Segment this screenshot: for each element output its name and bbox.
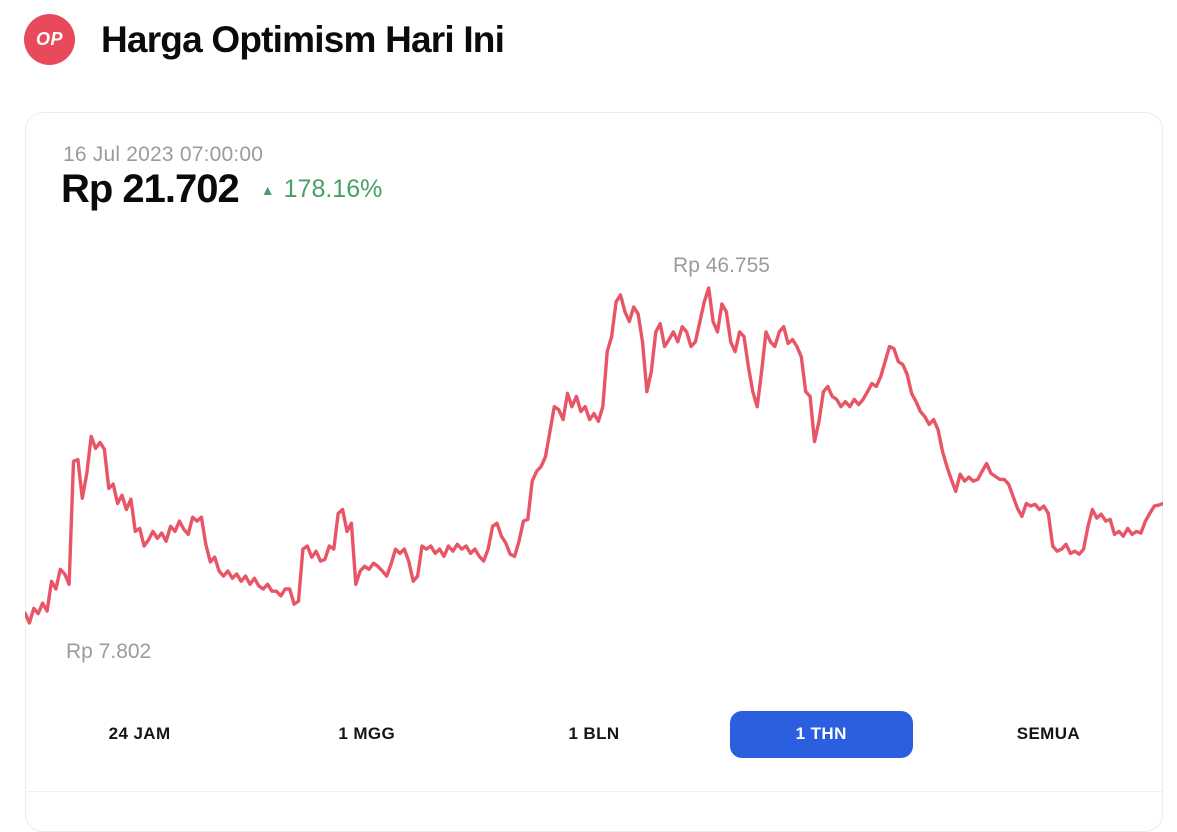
price-chart-card: 16 Jul 2023 07:00:00 Rp 21.702 ▲ 178.16%…: [25, 112, 1163, 832]
price-timestamp: 16 Jul 2023 07:00:00: [63, 143, 264, 166]
price-change-percent: 178.16%: [283, 175, 383, 203]
range-slot: SEMUA: [935, 711, 1162, 758]
range-button-1bln[interactable]: 1 BLN: [503, 711, 686, 758]
range-button-semua[interactable]: SEMUA: [957, 711, 1140, 758]
page-title: Harga Optimism Hari Ini: [101, 18, 505, 60]
price-row: Rp 21.702 ▲ 178.16%: [61, 167, 382, 212]
optimism-coin-icon: OP: [24, 14, 75, 65]
chart-high-label: Rp 46.755: [673, 254, 770, 277]
price-line-chart[interactable]: [25, 113, 1163, 803]
chart-low-label: Rp 7.802: [66, 640, 152, 663]
range-slot: 24 JAM: [26, 711, 253, 758]
coin-badge-label: OP: [35, 29, 63, 49]
range-slot: 1 BLN: [480, 711, 707, 758]
range-button-1thn[interactable]: 1 THN: [729, 710, 913, 758]
time-range-selector: 24 JAM 1 MGG 1 BLN 1 THN SEMUA: [26, 710, 1162, 758]
range-button-1mgg[interactable]: 1 MGG: [275, 711, 458, 758]
range-slot: 1 THN: [708, 710, 935, 758]
price-change: ▲ 178.16%: [261, 175, 383, 204]
up-arrow-icon: ▲: [260, 181, 275, 198]
card-divider: [26, 791, 1162, 792]
range-slot: 1 MGG: [253, 711, 480, 758]
range-button-24jam[interactable]: 24 JAM: [48, 711, 231, 758]
page-header: OP Harga Optimism Hari Ini: [24, 14, 505, 65]
price-line: [25, 286, 1163, 625]
current-price: Rp 21.702: [61, 167, 240, 211]
